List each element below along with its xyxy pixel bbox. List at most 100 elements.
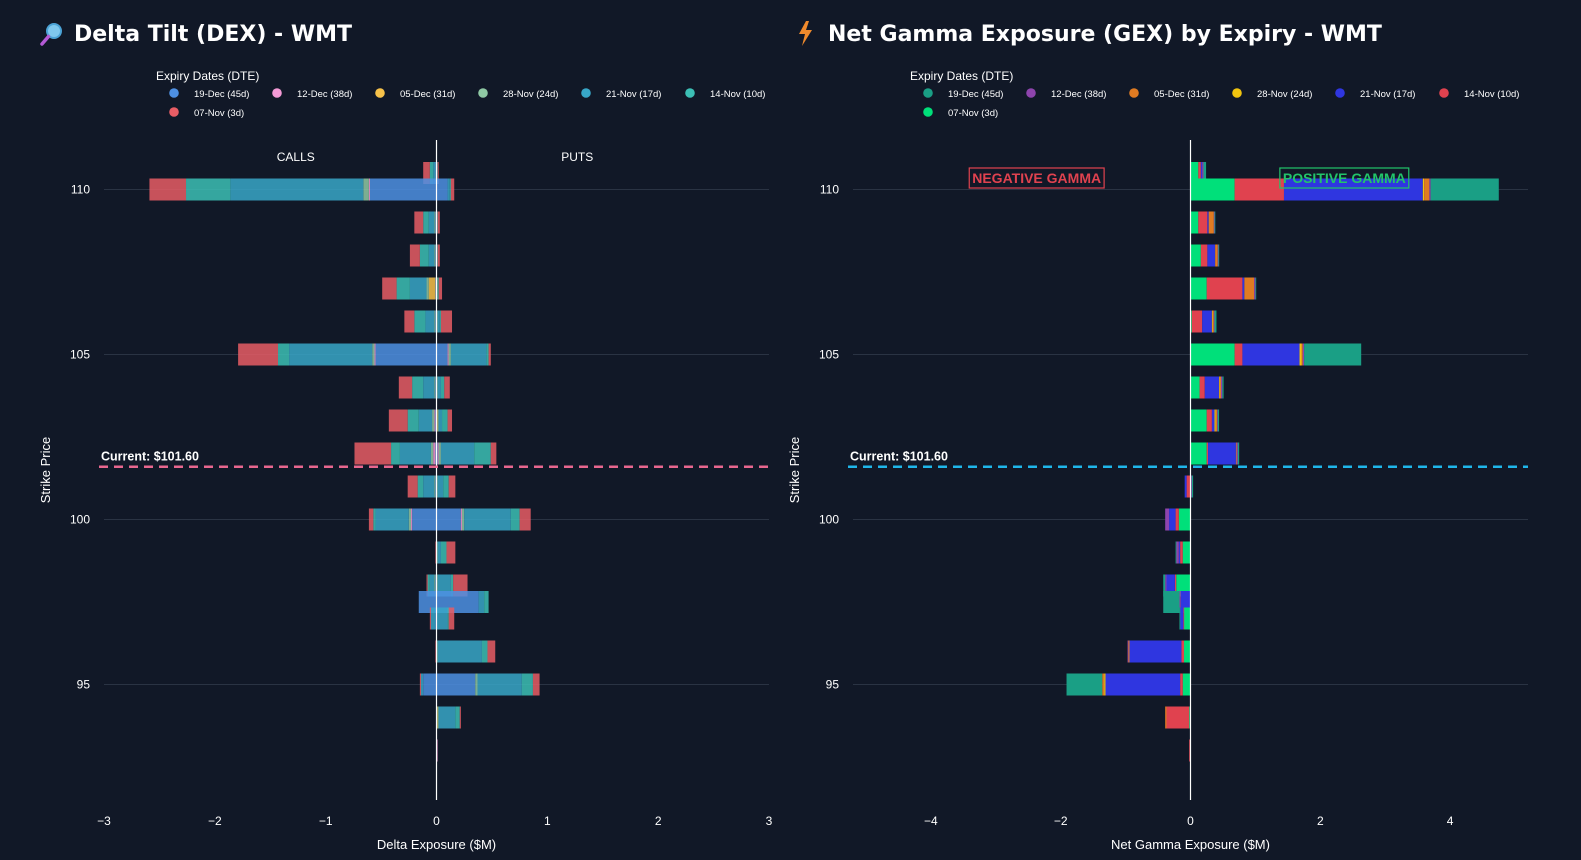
gex-bar-segment [1190,277,1207,300]
dex-bar-segment [436,673,476,696]
legend-item-21-nov-17d[interactable]: 21-Nov (17d) [581,88,661,100]
legend-item-19-dec-45d[interactable]: 19-Dec (45d) [169,88,249,100]
x-tick-label: −1 [319,814,333,828]
positive-gamma-label: POSITIVE GAMMA [1283,170,1406,186]
legend-item-12-dec-38d[interactable]: 12-Dec (38d) [272,88,352,100]
dex-bar-segment [437,409,439,432]
gex-bar-segment [1182,673,1191,696]
dex-bar-segment [484,591,489,613]
legend-label: 07-Nov (3d) [948,108,998,119]
dex-legend[interactable]: 19-Dec (45d) 12-Dec (38d) 05-Dec (31d) 28-N… [169,88,765,119]
legend-item-07-nov-3d[interactable]: 07-Nov (3d) [169,107,244,119]
legend-item-05-dec-31d[interactable]: 05-Dec (31d) [1129,88,1209,100]
negative-gamma-label: NEGATIVE GAMMA [972,170,1101,186]
dex-bar-segment [447,607,449,630]
dex-bar-segment [414,310,426,333]
dex-bar-segment [238,343,279,366]
gex-bar-segment [1179,607,1181,630]
gex-bar-segment [1178,508,1191,531]
legend-item-07-nov-3d[interactable]: 07-Nov (3d) [923,107,998,119]
gex-current-price-label: Current: $101.60 [850,450,948,464]
legend-label: 14-Nov (10d) [1464,89,1519,100]
dex-bar-segment [375,343,437,366]
legend-label: 12-Dec (38d) [297,89,352,100]
gex-legend[interactable]: 19-Dec (45d) 12-Dec (38d) 05-Dec (31d) 28-N… [923,88,1519,119]
dex-bar-segment [490,442,497,465]
legend-item-14-nov-10d[interactable]: 14-Nov (10d) [685,88,765,100]
gex-bar-segment [1104,673,1106,696]
gex-bar-segment [1422,178,1425,201]
legend-item-14-nov-10d[interactable]: 14-Nov (10d) [1439,88,1519,100]
dex-bar-segment [429,607,431,630]
legend-item-12-dec-38d[interactable]: 12-Dec (38d) [1026,88,1106,100]
y-tick-label: 110 [71,183,90,197]
x-tick-label: −4 [924,814,938,828]
dex-bar-segment [427,574,430,597]
gex-bar-segment [1207,244,1216,267]
dex-bar-segment [428,211,435,234]
gex-panel: Net Gamma Exposure (GEX) by Expiry - WMT… [787,21,1528,852]
dex-bar-segment [443,475,449,498]
legend-item-05-dec-31d[interactable]: 05-Dec (31d) [375,88,455,100]
dex-bar-segment [419,244,429,267]
gex-bar-segment [1166,574,1175,597]
legend-item-28-nov-24d[interactable]: 28-Nov (24d) [1232,88,1312,100]
gex-bar-segment [1190,310,1192,333]
dex-bar-segment [437,211,440,234]
dex-bar-segment [455,706,460,729]
legend-label: 05-Dec (31d) [1154,89,1209,100]
legend-marker [169,88,179,98]
legend-marker [1129,88,1139,98]
gex-bar-segment [1200,244,1208,267]
legend-item-28-nov-24d[interactable]: 28-Nov (24d) [478,88,558,100]
gex-bar-segment [1165,706,1167,729]
gex-bar-segment [1219,376,1222,399]
legend-marker [923,88,933,98]
dex-bar-segment [438,442,441,465]
legend-item-19-dec-45d[interactable]: 19-Dec (45d) [923,88,1003,100]
dex-bar-segment [461,508,465,531]
dex-bar-segment [433,442,436,465]
x-tick-label: 1 [544,814,551,828]
gex-bar-segment [1208,442,1236,465]
gex-bar-segment [1200,162,1203,184]
legend-marker [923,107,933,117]
dex-bar-segment [391,442,400,465]
dex-y-axis-label: Strike Price [38,437,53,503]
gex-bar-segment [1203,162,1207,184]
dex-bar-segment [418,409,433,432]
gex-bar-segment [1066,673,1103,696]
gex-bar-segment [1190,409,1207,432]
dex-bar-segment [430,607,436,630]
gex-title: Net Gamma Exposure (GEX) by Expiry - WMT [828,22,1382,47]
gex-bar-segment [1301,343,1303,366]
legend-label: 28-Nov (24d) [1257,89,1312,100]
legend-marker [581,88,591,98]
dex-bar-segment [420,673,424,696]
dex-bar-segment [373,508,376,531]
gex-bar-segment [1163,574,1166,597]
dex-bar-segment [487,640,496,663]
legend-item-21-nov-17d[interactable]: 21-Nov (17d) [1335,88,1415,100]
dex-bar-segment [481,640,488,663]
dex-bar-segment [434,475,436,498]
x-tick-label: −2 [1054,814,1068,828]
dex-bar-segment [407,475,418,498]
gex-bar-segment [1206,277,1243,300]
legend-marker [1439,88,1449,98]
dex-bar-segment [464,508,511,531]
dex-bar-segment [289,343,373,366]
dex-bar-segment [430,442,434,465]
gex-bar-segment [1163,591,1180,613]
dex-bar-segment [423,376,435,399]
gex-bar-segment [1217,244,1219,267]
dex-bar-segment [399,442,431,465]
dex-legend-title: Expiry Dates (DTE) [156,69,259,83]
gex-bar-segment [1180,541,1183,564]
dex-bar-segment [437,277,439,300]
gex-bar-segment [1237,442,1240,465]
dex-bar-segment [404,310,415,333]
gex-bar-segment [1190,475,1192,498]
dex-bar-segment [459,706,461,729]
